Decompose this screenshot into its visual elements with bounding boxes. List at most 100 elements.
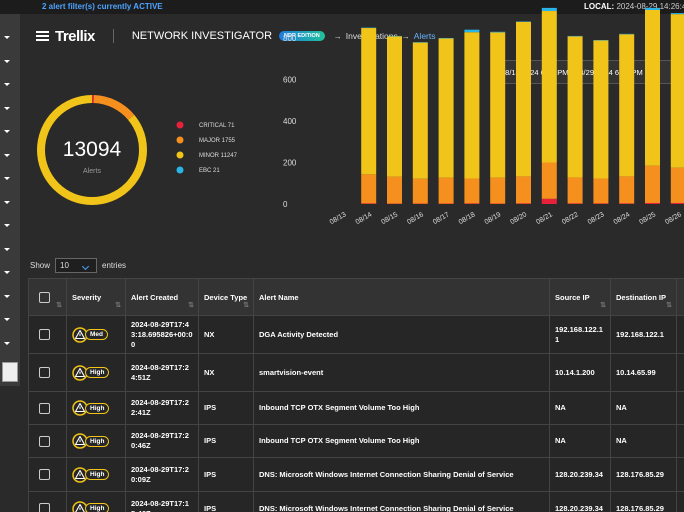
alert-created: 2024-08-29T17:24:51Z bbox=[126, 354, 199, 392]
alert-created: 2024-08-29T17:43:18.695826+00:00 bbox=[126, 316, 199, 354]
x-tick-label: 08/25 bbox=[638, 211, 657, 226]
x-tick-label: 08/14 bbox=[355, 211, 374, 226]
length-select[interactable]: 10 bbox=[55, 258, 97, 273]
bar-segment bbox=[464, 30, 479, 32]
row-select bbox=[29, 458, 67, 492]
length-prefix: Show bbox=[30, 261, 50, 270]
alert-name: DNS: Microsoft Windows Internet Connecti… bbox=[254, 492, 550, 512]
severity-label: High bbox=[85, 403, 109, 414]
severity-cell: Med bbox=[67, 316, 126, 354]
checkbox[interactable] bbox=[39, 469, 50, 480]
device-type: IPS bbox=[199, 492, 254, 512]
bar-segment bbox=[464, 178, 479, 203]
column-header: Device Type bbox=[199, 279, 254, 316]
table-row: High2024-08-29T17:20:46ZIPSInbound TCP O… bbox=[29, 425, 684, 458]
table-row: High 2024-08-29T17:15:46ZIPSDNS: Microsof… bbox=[29, 492, 684, 512]
legend-name: MINOR bbox=[199, 153, 220, 159]
destination-ip: 128.176.85.29 bbox=[611, 492, 677, 512]
bar-segment bbox=[593, 203, 608, 204]
bar-segment bbox=[439, 178, 454, 204]
bar-segment bbox=[490, 32, 505, 177]
cell bbox=[677, 316, 684, 354]
bar-segment bbox=[619, 203, 634, 204]
bar-segment bbox=[490, 32, 505, 33]
x-tick-label: 08/20 bbox=[509, 211, 528, 226]
checkbox[interactable] bbox=[39, 403, 50, 414]
alert-created: 2024-08-29T17:22:41Z bbox=[126, 392, 199, 425]
alert-created: 2024-08-29T17:20:09Z bbox=[126, 458, 199, 492]
source-ip: 128.20.239.34 bbox=[550, 492, 611, 512]
checkbox[interactable] bbox=[39, 367, 50, 378]
device-type: NX bbox=[199, 354, 254, 392]
legend-value: 11247 bbox=[221, 153, 238, 159]
alert-name: Inbound TCP OTX Segment Volume Too High bbox=[254, 425, 550, 458]
alert-created: 2024-08-29T17:15:46Z bbox=[126, 492, 199, 512]
legend-dot bbox=[177, 167, 184, 174]
bar-segment bbox=[387, 177, 402, 204]
bar-segment bbox=[645, 10, 660, 166]
bar-segment bbox=[542, 8, 557, 11]
bar-segment bbox=[568, 203, 583, 204]
severity-label: High bbox=[85, 436, 109, 447]
bar-segment bbox=[645, 8, 660, 10]
row-select bbox=[29, 354, 67, 392]
legend-label: EBC 21 bbox=[199, 168, 220, 174]
checkbox[interactable] bbox=[39, 292, 50, 303]
checkbox[interactable] bbox=[39, 329, 50, 340]
destination-ip: 192.168.122.1 bbox=[611, 316, 677, 354]
x-tick-label: 08/22 bbox=[561, 211, 580, 226]
bar-segment bbox=[413, 43, 428, 179]
destination-ip: NA bbox=[611, 392, 677, 425]
device-type: IPS bbox=[199, 425, 254, 458]
cell bbox=[677, 354, 684, 392]
donut-label: Alerts bbox=[83, 168, 101, 175]
column-header: Severity bbox=[67, 279, 126, 316]
column-header bbox=[677, 279, 684, 316]
length-suffix: entries bbox=[102, 261, 126, 270]
x-tick-label: 08/26 bbox=[664, 211, 683, 226]
severity: High bbox=[72, 501, 120, 512]
bar-segment bbox=[361, 174, 376, 203]
y-tick-label: 200 bbox=[283, 159, 297, 168]
x-tick-label: 08/23 bbox=[587, 211, 606, 226]
checkbox[interactable] bbox=[39, 503, 50, 512]
severity-label: High bbox=[85, 503, 109, 512]
legend-label: CRITICAL 71 bbox=[199, 123, 235, 129]
checkbox[interactable] bbox=[39, 436, 50, 447]
severity: High bbox=[72, 400, 120, 416]
bar-segment bbox=[542, 163, 557, 199]
sidebar-input bbox=[2, 362, 18, 382]
source-ip: NA bbox=[550, 392, 611, 425]
chevron bbox=[4, 271, 10, 274]
column-header: Source IP bbox=[550, 279, 611, 316]
x-tick-label: 08/16 bbox=[406, 211, 425, 226]
column-header: Destination IP bbox=[611, 279, 677, 316]
cell bbox=[677, 458, 684, 492]
row-select bbox=[29, 316, 67, 354]
severity-label: High bbox=[85, 367, 109, 378]
bar-segment bbox=[516, 176, 531, 203]
severity-cell: High bbox=[67, 425, 126, 458]
bar-segment bbox=[671, 168, 684, 203]
x-tick-label: 08/21 bbox=[535, 211, 554, 226]
table-wrap: SeverityAlert CreatedDevice TypeAlert Na… bbox=[28, 278, 684, 512]
x-tick-label: 08/19 bbox=[484, 211, 503, 226]
column-header: Alert Created bbox=[126, 279, 199, 316]
destination-ip: 10.14.65.99 bbox=[611, 354, 677, 392]
legend-dot bbox=[177, 122, 184, 129]
bar-segment bbox=[361, 28, 376, 174]
y-tick-label: 600 bbox=[283, 76, 297, 85]
bar-segment bbox=[568, 177, 583, 203]
legend-value: 21 bbox=[213, 168, 220, 174]
severity: High bbox=[72, 467, 120, 483]
length-control: Show 10 entries bbox=[30, 258, 126, 273]
destination-ip: NA bbox=[611, 425, 677, 458]
bar-segment bbox=[516, 203, 531, 204]
alert-name: DGA Activity Detected bbox=[254, 316, 550, 354]
row-select bbox=[29, 392, 67, 425]
bar-segment bbox=[387, 36, 402, 176]
select-all bbox=[29, 279, 67, 316]
source-ip: NA bbox=[550, 425, 611, 458]
chevron bbox=[4, 295, 10, 298]
legend-label: MINOR 11247 bbox=[199, 153, 238, 159]
